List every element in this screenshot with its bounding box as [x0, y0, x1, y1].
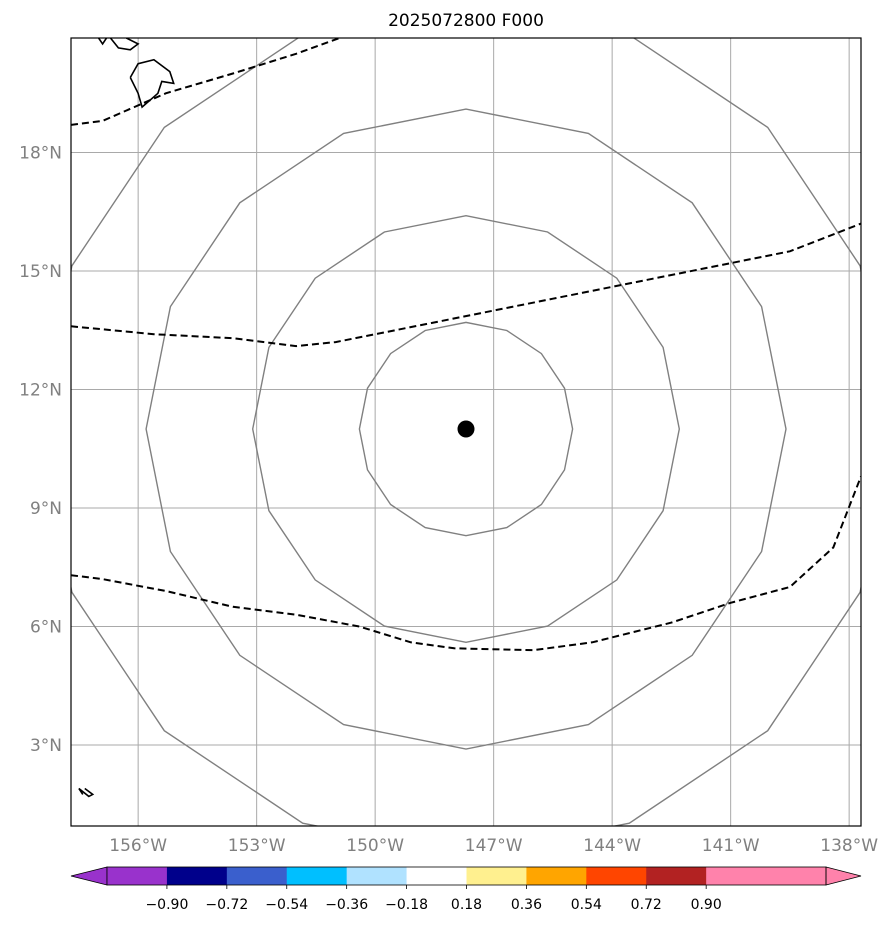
latitude-tick-label: 6°N [30, 618, 62, 638]
colorbar-tick-label: −0.90 [145, 897, 188, 913]
range-ring [251, 214, 681, 644]
longitude-tick-label: 150°W [346, 836, 404, 856]
latitude-tick-label: 18°N [19, 144, 62, 164]
colorbar-tick-label: 0.18 [451, 897, 482, 913]
coastline [78, 787, 95, 798]
gridlines [71, 38, 861, 826]
colorbar-bin [286, 867, 348, 885]
coastline [129, 58, 175, 109]
longitude-tick-label: 153°W [228, 836, 286, 856]
colorbar-bin [406, 867, 467, 885]
dashed-contour-line [71, 476, 861, 652]
dashed-contour-line [71, 38, 340, 126]
colorbar-tick-label: −0.54 [265, 897, 308, 913]
colorbar-tick-label: −0.72 [205, 897, 248, 913]
longitude-tick-label: 141°W [702, 836, 760, 856]
colorbar-tick-label: 0.90 [691, 897, 722, 913]
range-ring [71, 38, 861, 826]
colorbar-bin [346, 867, 408, 885]
longitude-tick-label: 138°W [820, 836, 878, 856]
storm-center-marker [457, 420, 475, 438]
colorbar-bin [526, 867, 587, 885]
coastlines [78, 38, 175, 798]
colorbar-bin [646, 867, 707, 885]
colorbar-over-extension [825, 866, 862, 886]
coastline [97, 38, 108, 46]
colorbar-tick-label: 0.54 [571, 897, 602, 913]
latitude-tick-label: 9°N [30, 499, 62, 519]
colorbar-tick-label: 0.72 [631, 897, 662, 913]
figure-title: 2025072800 F000 [388, 11, 544, 31]
range-rings [71, 38, 861, 826]
longitude-tick-label: 147°W [465, 836, 523, 856]
coastline [109, 38, 140, 51]
map-frame [70, 37, 862, 827]
colorbar-tick-label: −0.36 [325, 897, 368, 913]
colorbar-tick-label: 0.36 [511, 897, 542, 913]
range-ring [145, 108, 787, 750]
colorbar-bin [766, 867, 827, 885]
colorbar-bin [586, 867, 647, 885]
longitude-labels: 156°W 153°W 150°W 147°W 144°W 141°W 138°W [109, 836, 878, 856]
longitude-tick-label: 156°W [109, 836, 167, 856]
range-ring [358, 321, 574, 537]
storm-center [457, 420, 475, 438]
latitude-tick-label: 12°N [19, 381, 62, 401]
colorbar-bin [466, 867, 527, 885]
latitude-tick-label: 3°N [30, 736, 62, 756]
colorbar-bin [706, 867, 767, 885]
latitude-labels: 3°N 6°N 9°N 12°N 15°N 18°N [19, 144, 62, 756]
longitude-tick-label: 144°W [583, 836, 641, 856]
colorbar: −0.90 −0.72 −0.54 −0.36 −0.18 0.18 0.36 0.54 0.7… [70, 866, 862, 913]
colorbar-bin [226, 867, 288, 885]
dashed-contour-line [71, 222, 861, 348]
latitude-tick-label: 15°N [19, 262, 62, 282]
colorbar-bin [166, 867, 228, 885]
dashed-contours [71, 38, 861, 652]
colorbar-tick-label: −0.18 [385, 897, 428, 913]
colorbar-under-extension [70, 866, 108, 886]
colorbar-bin [107, 867, 168, 885]
